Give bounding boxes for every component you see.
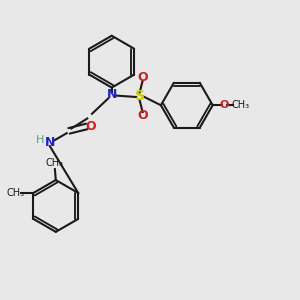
Text: CH₃: CH₃ <box>7 188 25 198</box>
Text: S: S <box>135 89 145 103</box>
Text: O: O <box>137 71 148 84</box>
Text: N: N <box>45 136 55 149</box>
Text: O: O <box>137 109 148 122</box>
Text: O: O <box>86 120 96 133</box>
Text: N: N <box>106 88 117 101</box>
Text: CH₃: CH₃ <box>45 158 63 168</box>
Text: H: H <box>36 135 44 145</box>
Text: O: O <box>220 100 229 110</box>
Text: CH₃: CH₃ <box>232 100 250 110</box>
